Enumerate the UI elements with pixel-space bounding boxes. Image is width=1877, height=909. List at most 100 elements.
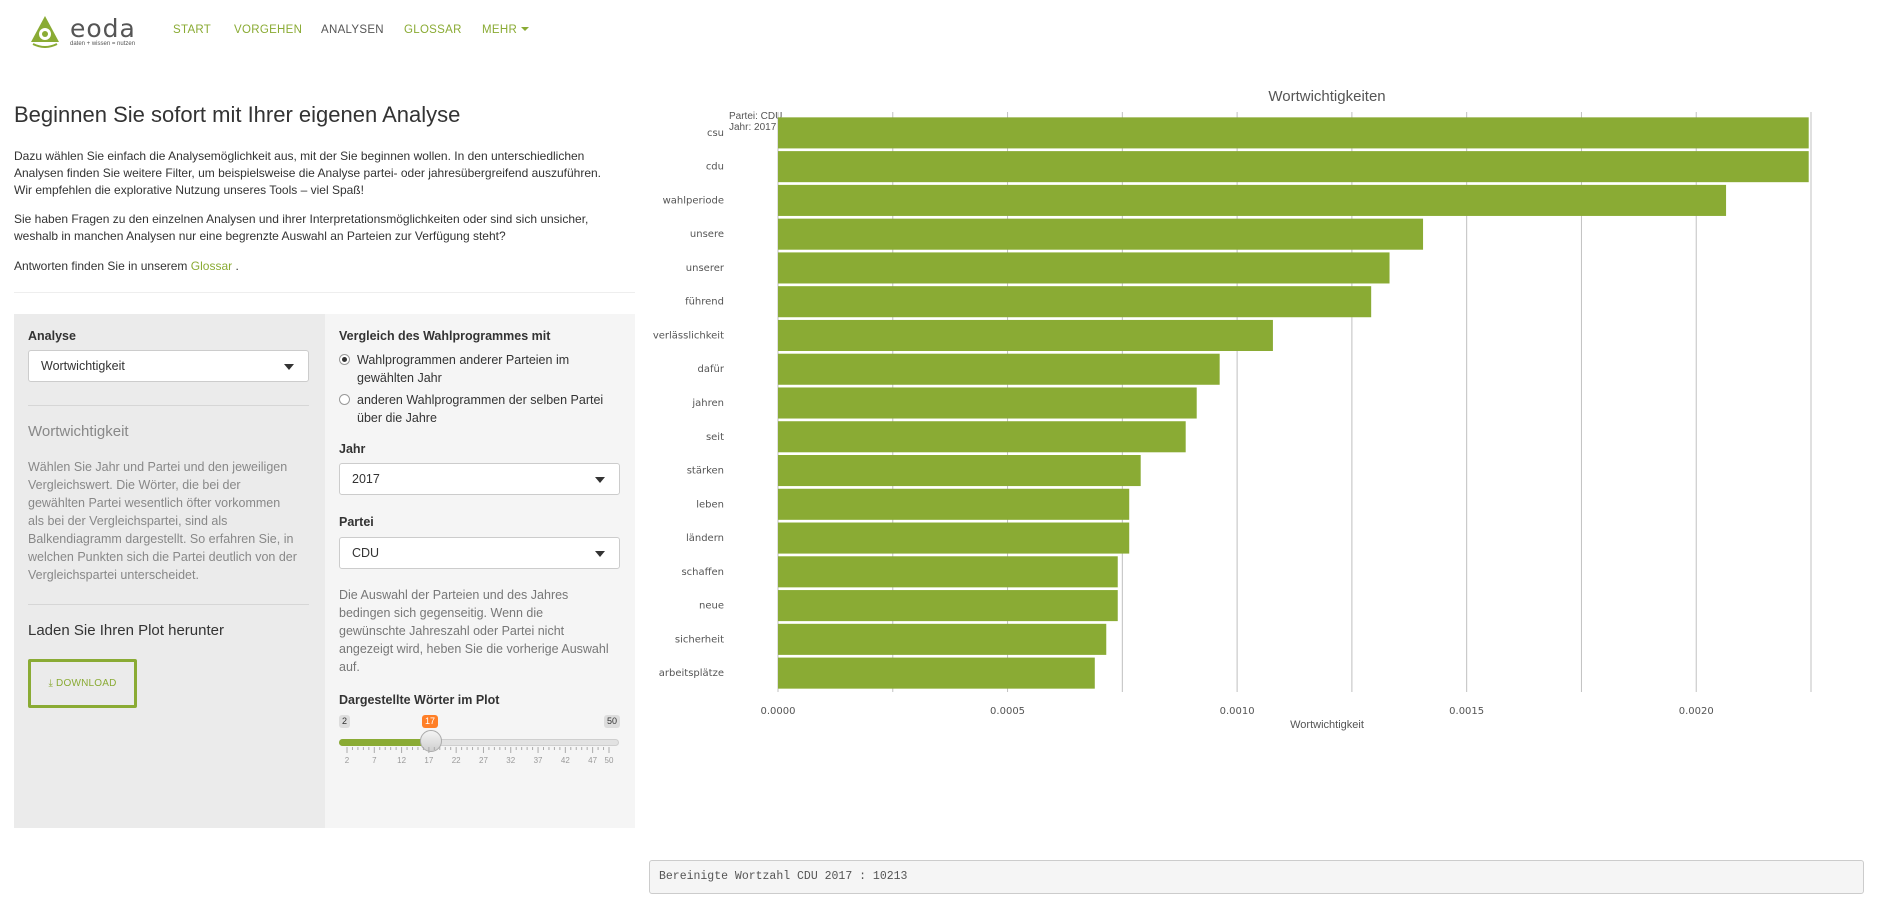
slider-min-badge: 2 — [339, 715, 351, 728]
nav-vorgehen[interactable]: VORGEHEN — [234, 24, 303, 36]
slider-tick-label: 37 — [534, 756, 543, 765]
slider-fill — [339, 739, 431, 746]
party-label: Partei — [339, 515, 374, 529]
intro-text: Antworten finden Sie in unserem — [14, 259, 191, 273]
year-select-value: 2017 — [352, 472, 380, 486]
bar — [778, 252, 1390, 284]
slider-tick-label: 42 — [561, 756, 570, 765]
chevron-down-icon — [521, 27, 530, 31]
slider-tick-label: 7 — [372, 756, 377, 765]
category-label: führend — [685, 297, 724, 308]
page-title: Beginnen Sie sofort mit Ihrer eigenen An… — [14, 102, 461, 127]
category-label: arbeitsplätze — [659, 668, 724, 679]
intro-paragraph-3: Antworten finden Sie in unserem Glossar … — [14, 258, 634, 275]
selection-note: Die Auswahl der Parteien und des Jahres … — [339, 586, 629, 676]
intro-line: Dazu wählen Sie einfach die Analysemögli… — [14, 149, 585, 163]
chart-subtitle: Partei: CDU — [729, 111, 782, 122]
bar — [778, 522, 1130, 554]
divider — [28, 405, 309, 406]
bar — [778, 421, 1186, 453]
bar — [778, 590, 1118, 622]
intro-paragraph-2: Sie haben Fragen zu den einzelnen Analys… — [14, 211, 634, 245]
slider-value-badge: 17 — [422, 715, 439, 728]
brand-logo[interactable]: eoda daten + wissen = nutzen — [28, 14, 148, 50]
category-label: unserer — [686, 263, 725, 274]
desc-line: als bei der Vergleichspartei, sind als — [28, 514, 228, 528]
chart-subtitle: Jahr: 2017 — [729, 122, 777, 133]
section-title: Wortwichtigkeit — [28, 423, 129, 440]
category-label: leben — [696, 499, 724, 510]
category-label: csu — [707, 128, 724, 139]
intro-paragraph-1: Dazu wählen Sie einfach die Analysemögli… — [14, 148, 634, 199]
navbar: eoda daten + wissen = nutzen START VORGE… — [0, 0, 1877, 62]
nav-analysen[interactable]: ANALYSEN — [321, 24, 384, 36]
desc-line: gewählten Partei wesentlich öfter vorkom… — [28, 496, 281, 510]
brand-name: eoda — [70, 14, 136, 43]
analysis-select-value: Wortwichtigkeit — [41, 359, 125, 373]
category-label: schaffen — [681, 567, 724, 578]
chart-title: Wortwichtigkeiten — [1268, 88, 1385, 105]
x-tick-label: 0.0015 — [1449, 706, 1484, 717]
radio-label-line: anderen Wahlprogrammen der selben Partei — [357, 393, 604, 407]
desc-line: Balkendiagramm dargestellt. So erfahren … — [28, 532, 294, 546]
bar — [778, 319, 1273, 352]
slider-tick-label: 47 — [588, 756, 597, 765]
bar — [778, 488, 1130, 520]
desc-line: Vergleichswert. Die Wörter, die bei der — [28, 478, 241, 492]
category-label: unsere — [690, 229, 724, 240]
bar — [778, 657, 1095, 689]
download-title: Laden Sie Ihren Plot herunter — [28, 622, 224, 639]
x-tick-label: 0.0000 — [761, 706, 796, 717]
x-tick-label: 0.0010 — [1220, 706, 1255, 717]
year-select[interactable]: 2017 — [339, 463, 620, 495]
radio-label-line: Wahlprogrammen anderer Parteien im — [357, 353, 570, 367]
slider-max-badge: 50 — [604, 715, 621, 728]
intro-line: Wir empfehlen die explorative Nutzung un… — [14, 183, 364, 197]
analysis-label: Analyse — [28, 329, 76, 343]
slider-tick-label: 32 — [506, 756, 515, 765]
slider-tick-label: 50 — [605, 756, 614, 765]
bar — [778, 286, 1372, 318]
nav-mehr-label: MEHR — [482, 24, 518, 36]
note-line: angezeigt wird, heben Sie die vorherige … — [339, 642, 609, 656]
desc-line: welchen Punkten sich die Partei deutlich… — [28, 550, 297, 564]
brand-tagline: daten + wissen = nutzen — [70, 41, 136, 47]
note-line: bedingen sich gegenseitig. Wenn die — [339, 606, 544, 620]
intro-line: Analysen finden Sie weitere Filter, um b… — [14, 166, 601, 180]
divider — [14, 292, 635, 293]
radio-button-checked[interactable] — [339, 354, 350, 365]
bar — [778, 556, 1118, 588]
glossar-link[interactable]: Glossar — [190, 259, 233, 273]
compare-label: Vergleich des Wahlprogrammes mit — [339, 329, 551, 343]
party-select[interactable]: CDU — [339, 537, 620, 569]
download-label: DOWNLOAD — [56, 678, 117, 689]
radio-label-line: über die Jahre — [357, 411, 437, 425]
nav-glossar[interactable]: GLOSSAR — [404, 24, 462, 36]
category-label: jahren — [691, 398, 724, 409]
desc-line: Wählen Sie Jahr und Partei und den jewei… — [28, 460, 288, 474]
eoda-logo-icon — [31, 16, 59, 48]
caret-down-icon — [595, 551, 605, 557]
category-label: sicherheit — [675, 634, 724, 645]
intro-line: weshalb in manchen Analysen nur eine beg… — [14, 229, 506, 243]
intro-text-end: . — [232, 259, 239, 273]
nav-start[interactable]: START — [173, 24, 212, 36]
slider-tick-label: 12 — [397, 756, 406, 765]
nav-mehr[interactable]: MEHR — [482, 24, 530, 36]
bar — [778, 151, 1809, 183]
category-label: seit — [706, 432, 724, 443]
radio-button[interactable] — [339, 394, 350, 405]
year-label: Jahr — [339, 442, 366, 456]
word-count-output: Bereinigte Wortzahl CDU 2017 : 10213 — [649, 860, 1864, 894]
note-line: gewünschte Jahreszahl oder Partei nicht — [339, 624, 565, 638]
download-button[interactable]: ⤓ DOWNLOAD — [28, 659, 137, 708]
category-label: cdu — [706, 162, 724, 173]
slider-ticks: 2 7 12 17 22 27 32 37 42 47 50 — [345, 747, 614, 765]
note-line: Die Auswahl der Parteien und des Jahres — [339, 588, 569, 602]
analysis-select[interactable]: Wortwichtigkeit — [28, 350, 309, 382]
desc-line: Vergleichspartei unterscheidet. — [28, 568, 199, 582]
slider-handle[interactable] — [420, 730, 442, 752]
download-icon: ⤓ — [48, 678, 54, 689]
category-label: wahlperiode — [663, 195, 724, 206]
intro-line: Sie haben Fragen zu den einzelnen Analys… — [14, 212, 589, 226]
